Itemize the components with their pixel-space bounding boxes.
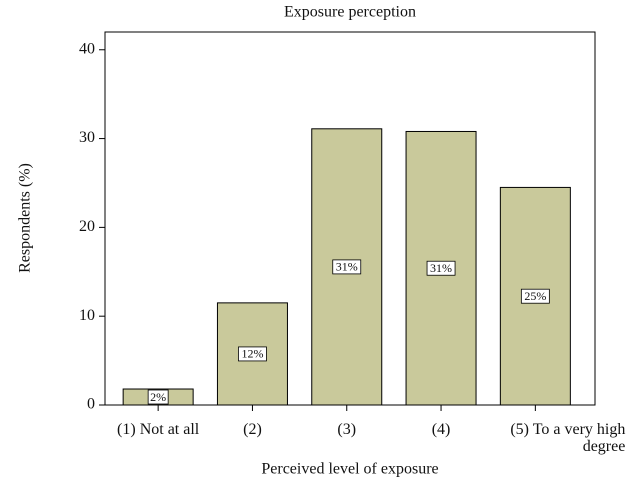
chart-title: Exposure perception — [284, 4, 416, 21]
value-label: 12% — [241, 347, 263, 361]
x-tick-label: (4) — [431, 421, 451, 438]
y-axis-label: Respondents (%) — [17, 163, 34, 273]
value-label: 31% — [430, 261, 452, 275]
value-label: 2% — [150, 390, 166, 404]
x-tick-label: (3) — [337, 421, 357, 438]
value-label-box — [520, 288, 550, 304]
y-tick-label: 10 — [79, 307, 95, 324]
value-label: 25% — [524, 289, 546, 303]
y-tick-label: 30 — [79, 129, 95, 146]
x-tick-label: (1) Not at all — [117, 421, 200, 438]
y-tick-label: 20 — [79, 218, 95, 235]
value-label-box — [238, 346, 267, 362]
value-label-box — [426, 260, 456, 276]
value-label-box — [332, 259, 362, 275]
y-tick-label: 40 — [79, 40, 95, 57]
x-axis-label: Perceived level of exposure — [261, 461, 438, 478]
x-tick-label: (5) To a very high degree — [510, 421, 626, 455]
value-label-box — [147, 389, 169, 405]
value-label: 31% — [336, 260, 358, 274]
y-tick-label: 0 — [87, 396, 95, 413]
x-tick-label: (2) — [243, 421, 262, 438]
